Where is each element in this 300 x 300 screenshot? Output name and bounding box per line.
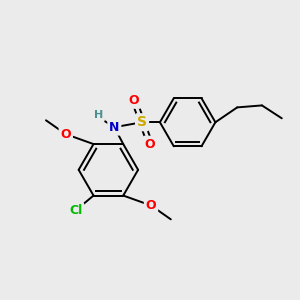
Text: O: O	[129, 94, 140, 107]
Text: O: O	[146, 199, 156, 212]
Text: S: S	[137, 115, 147, 129]
Text: Cl: Cl	[69, 204, 82, 217]
Text: H: H	[94, 110, 103, 120]
Text: O: O	[145, 138, 155, 151]
Text: N: N	[109, 121, 119, 134]
Text: O: O	[61, 128, 71, 141]
